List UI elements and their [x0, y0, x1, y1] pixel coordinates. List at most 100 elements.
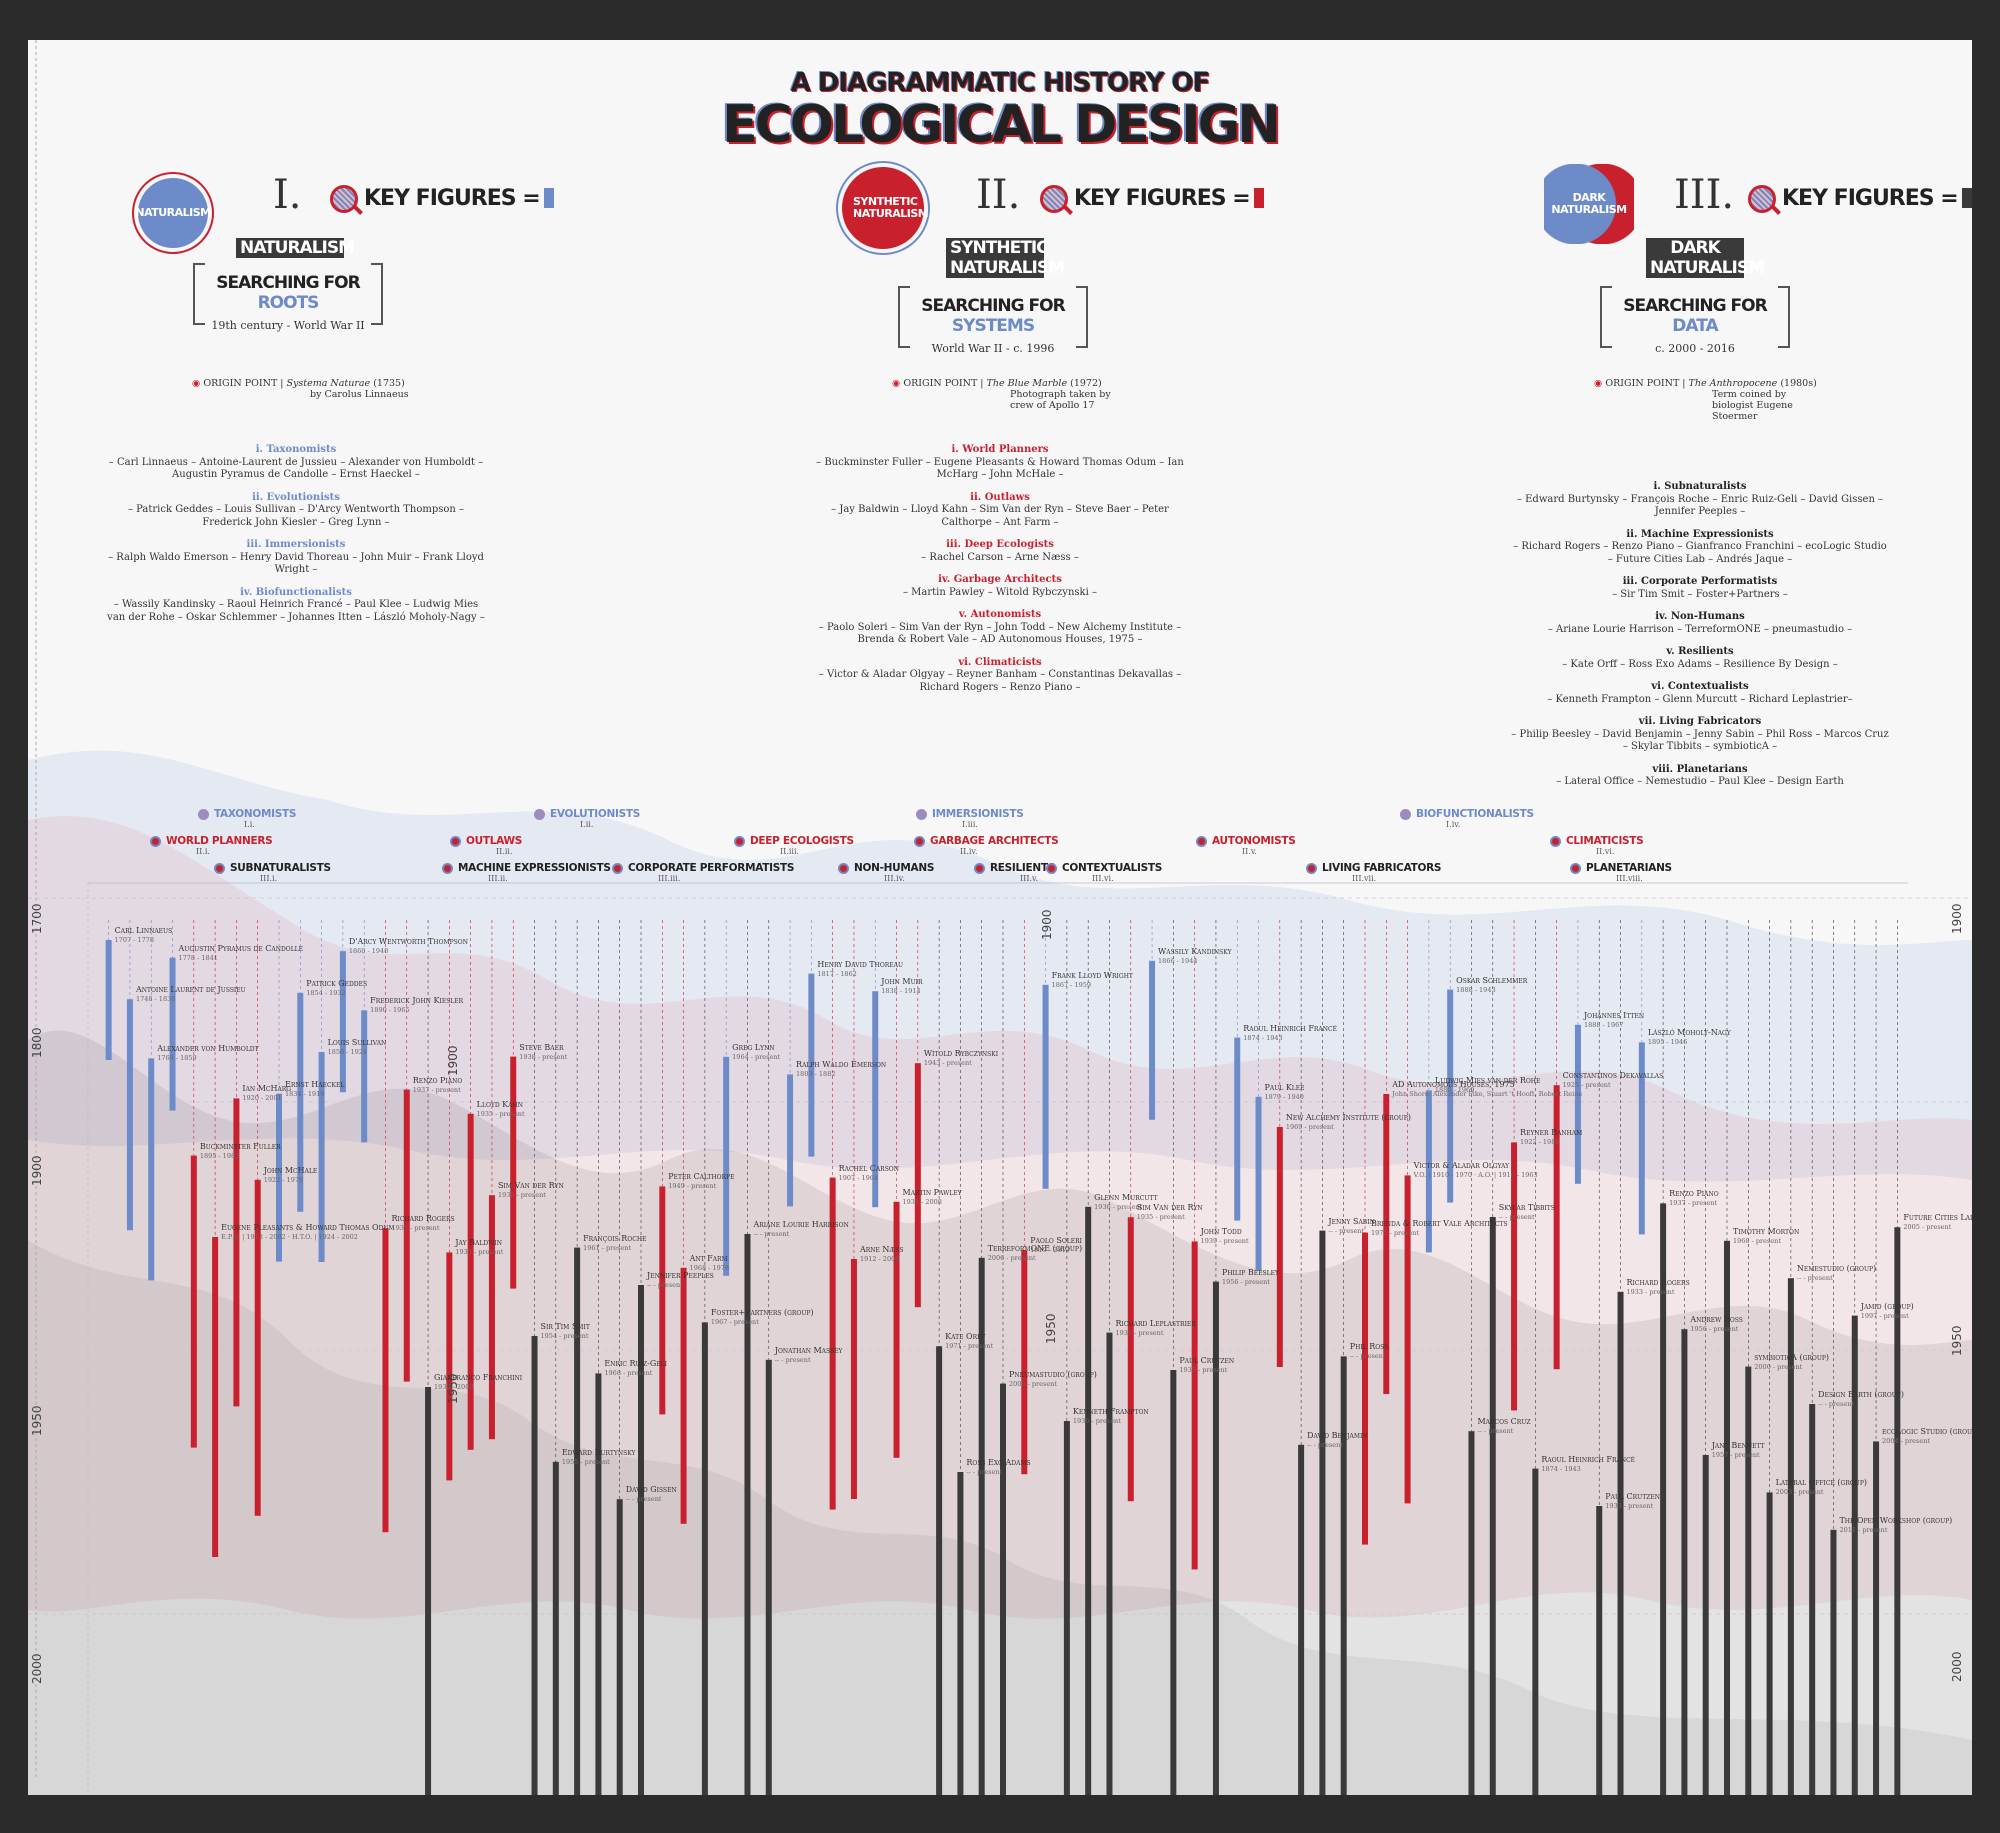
- figure-name: Victor & Aladar Olgyay: [1413, 1161, 1510, 1171]
- figure-name: Philip Beesley: [1221, 1267, 1279, 1277]
- origin-work: The Anthropocene: [1688, 378, 1778, 389]
- figure-name: Reyner Banham: [1520, 1128, 1583, 1138]
- figure-name: Alexander von Humboldt: [157, 1044, 259, 1054]
- category-members: – Jay Baldwin – Lloyd Kahn – Sim Van der…: [831, 504, 1169, 528]
- naturalism-emblem: NATURALISM: [135, 178, 211, 248]
- figure-name: Louis Sullivan: [327, 1038, 387, 1047]
- era-summary-box: SEARCHING FOR SYSTEMS World War II - c. …: [898, 286, 1088, 355]
- figure-dates: 1938 - 2008: [902, 1197, 942, 1206]
- search-heading: SEARCHING FOR ROOTS: [195, 273, 381, 313]
- category-dot-icon: [734, 836, 745, 847]
- category-annotation-label: CONTEXTUALISTS: [1062, 862, 1163, 874]
- axis-year-right: 2000: [1950, 1651, 1964, 1682]
- category-members: – Carl Linnaeus – Antoine-Laurent de Jus…: [108, 456, 484, 481]
- figure-lifespan-bar: [1532, 1468, 1539, 1795]
- figure-name: Patrick Geddes: [306, 978, 368, 988]
- figure-dates: 1956 - present: [1690, 1325, 1739, 1334]
- category-annotation-code: III.iii.: [658, 874, 681, 883]
- category-title: viii. Planetarians: [1652, 763, 1748, 775]
- category-members: – Ariane Lourie Harrison – TerreformONE …: [1547, 623, 1853, 635]
- category-annotation-code: III.vii.: [1352, 874, 1377, 883]
- title-line-1: A DIAGRAMMATIC HISTORY OF: [790, 68, 1211, 98]
- figure-lifespan-bar: [1489, 1217, 1496, 1795]
- figure-name: Greg Lynn: [732, 1042, 775, 1052]
- category-title: i. Subnaturalists: [1653, 481, 1747, 492]
- axis-year-left: 1800: [30, 1027, 44, 1058]
- figure-dates: 1748 - 1836: [135, 995, 176, 1004]
- figure-dates: 1968 - 1978: [689, 1263, 729, 1272]
- figure-dates: 1997 - present: [1860, 1311, 1909, 1320]
- figure-lifespan-bar: [914, 1063, 921, 1308]
- poster: A DIAGRAMMATIC HISTORY OF ECOLOGICAL DES…: [28, 40, 1972, 1795]
- figure-name: Gianfranco Franchini: [434, 1373, 523, 1382]
- figure-name: Paul Crutzen: [1179, 1356, 1235, 1365]
- category-annotation-label: DEEP ECOLOGISTS: [750, 835, 854, 847]
- category-members: – Ralph Waldo Emerson – Henry David Thor…: [108, 551, 484, 576]
- figure-dates: -- - present: [647, 1281, 683, 1289]
- category-title: iv. Non-Humans: [1655, 611, 1745, 622]
- category-dot-icon: [450, 836, 461, 847]
- figure-name: Kate Orff: [945, 1332, 986, 1342]
- figure-name: Ralph Waldo Emerson: [796, 1060, 887, 1070]
- category-annotation-code: II.iv.: [960, 847, 978, 856]
- era-summary-box: SEARCHING FOR DATA c. 2000 - 2016: [1600, 286, 1790, 355]
- figure-lifespan-bar: [148, 1058, 155, 1281]
- category-title: vi. Climaticists: [958, 656, 1042, 668]
- figure-name: D'Arcy Wentworth Thompson: [348, 937, 468, 947]
- figure-dates: 1912 - 2009: [859, 1255, 900, 1263]
- figure-dates: 2004 - present: [1882, 1437, 1931, 1446]
- category-annotation-label: NON-HUMANS: [854, 862, 935, 874]
- figure-name: Renzo Piano: [1669, 1189, 1719, 1199]
- key-figures-legend: KEY FIGURES =: [1074, 186, 1264, 211]
- figure-dates: 1933 - present: [455, 1248, 504, 1257]
- figure-lifespan-bar: [361, 1010, 368, 1143]
- figure-dates: 1957 - present: [1711, 1451, 1760, 1459]
- figure-lifespan-bar: [1276, 1127, 1283, 1367]
- era-name-line: NATURALISM: [240, 238, 355, 258]
- figure-dates: 1968 - present: [1733, 1236, 1781, 1245]
- figure-name: Steve Baer: [519, 1042, 564, 1052]
- figure-name: Arne Næss: [859, 1245, 904, 1254]
- figure-dates: 1895 - 1983: [199, 1151, 240, 1160]
- figure-name: David Gissen: [625, 1485, 677, 1495]
- figure-dates: -- - present: [1796, 1274, 1833, 1283]
- figure-name: Jane Bennett: [1711, 1441, 1765, 1450]
- era-dates: c. 2000 - 2016: [1655, 342, 1735, 355]
- figure-name: Skylar Tibbits: [1498, 1203, 1555, 1212]
- search-heading: SEARCHING FOR DATA: [1602, 296, 1788, 336]
- figure-dates: 2005 - present: [1903, 1223, 1952, 1232]
- figure-lifespan-bar: [233, 1098, 240, 1407]
- search-word: DATA: [1672, 316, 1718, 336]
- figure-name: Lloyd Kahn: [476, 1099, 523, 1109]
- figure-dates: 1971 - present: [945, 1342, 994, 1351]
- figure-dates: 1707 - 1778: [114, 936, 155, 944]
- figure-name: Design Earth (group): [1818, 1390, 1904, 1399]
- search-word: SYSTEMS: [951, 316, 1035, 336]
- figure-lifespan-bar: [765, 1359, 772, 1795]
- origin-work: Systema Naturae: [286, 378, 371, 389]
- figure-dates: 1769 - 1859: [157, 1054, 197, 1063]
- top-border: [0, 0, 2000, 40]
- figure-dates: -- - present: [1307, 1440, 1343, 1449]
- category-annotation-label: TAXONOMISTS: [214, 808, 297, 820]
- figure-lifespan-bar: [893, 1201, 900, 1458]
- category-dot-icon: [612, 863, 623, 874]
- origin-label: ORIGIN POINT: [903, 378, 978, 389]
- category-members: – Philip Beesley – David Benjamin – Jenn…: [1511, 728, 1889, 753]
- figure-dates: 1939 - present: [1115, 1328, 1164, 1337]
- era-name: NATURALISM: [236, 238, 355, 258]
- figure-dates: E.P.O. | 1913 - 2002 · H.T.O. | 1924 - 2…: [221, 1233, 358, 1241]
- category-annotation-label: EVOLUTIONISTS: [550, 808, 640, 820]
- figure-dates: 1922 - 1988: [1520, 1138, 1560, 1147]
- figure-dates: 1967 - present: [710, 1318, 759, 1327]
- figure-name: Lateral Office (group): [1775, 1478, 1867, 1488]
- figure-name: Jamid (group): [1860, 1301, 1914, 1311]
- figure-lifespan-bar: [126, 999, 133, 1231]
- search-prefix: SEARCHING FOR: [1623, 296, 1767, 316]
- figure-lifespan-bar: [1170, 1370, 1177, 1795]
- figure-name: Jennifer Peeples: [647, 1271, 714, 1280]
- key-figures-label: KEY FIGURES =: [364, 186, 541, 211]
- category-title: ii. Outlaws: [970, 491, 1030, 503]
- figure-dates: 1949 - present: [668, 1182, 717, 1191]
- figure-name: symbioticA (group): [1754, 1352, 1830, 1362]
